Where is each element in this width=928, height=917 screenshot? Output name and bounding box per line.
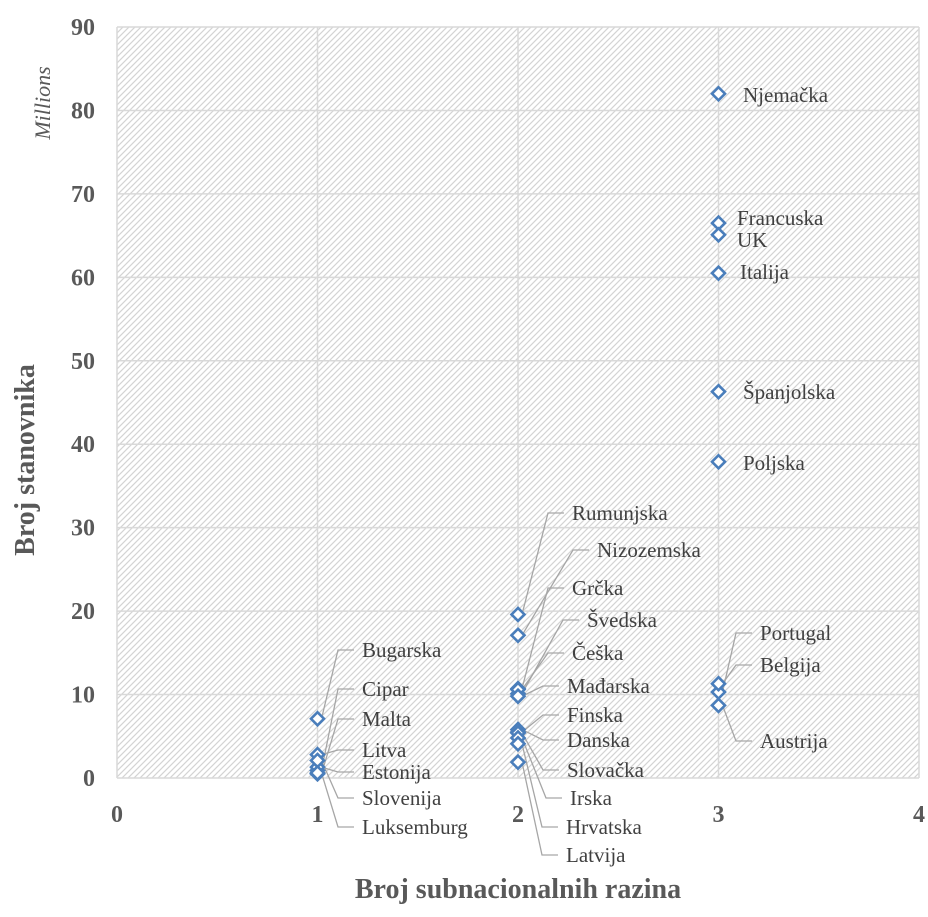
leader-line: [320, 688, 354, 771]
point-label: Rumunjska: [572, 501, 668, 525]
y-tick-label: 80: [71, 98, 95, 124]
y-tick-label: 20: [71, 599, 95, 625]
y-tick-labels: 0 10 20 30 40 50 60 70 80 90: [71, 15, 95, 792]
point-label: Estonija: [362, 760, 432, 784]
data-point: [509, 687, 527, 705]
point-label: Cipar: [362, 677, 409, 701]
y-tick-label: 40: [71, 432, 95, 458]
point-label: Poljska: [743, 451, 806, 475]
point-label: Portugal: [760, 621, 831, 645]
point-label: Litva: [362, 738, 407, 762]
leader-line: [521, 652, 564, 690]
leader-line: [320, 718, 354, 775]
data-point: [710, 226, 727, 244]
point-label: Austrija: [760, 729, 828, 753]
y-tick-label: 60: [71, 265, 95, 291]
x-axis-title: Broj subnacionalnih razina: [355, 874, 681, 905]
x-tick-label: 0: [111, 802, 123, 828]
leader-line: [721, 632, 752, 693]
leader-line: [721, 664, 752, 685]
x-tick-label: 3: [713, 802, 725, 828]
leader-line: [521, 587, 564, 689]
leader-line: [320, 772, 354, 828]
leader-line: [721, 705, 752, 742]
leader-line: [320, 760, 354, 799]
data-point: [710, 675, 727, 693]
data-point: [509, 626, 527, 644]
point-label: Irska: [570, 786, 613, 810]
point-label: Češka: [572, 641, 624, 665]
x-tick-label: 4: [913, 802, 925, 828]
point-label: Finska: [567, 703, 624, 727]
leader-line: [521, 729, 559, 741]
point-label: Grčka: [572, 576, 624, 600]
data-point: [710, 85, 727, 103]
leader-line: [321, 766, 354, 773]
y-tick-label: 90: [71, 15, 95, 41]
data-point: [509, 606, 527, 623]
leader-line: [521, 743, 558, 828]
leader-line: [521, 619, 579, 695]
data-point: [710, 264, 727, 282]
point-label: Nizozemska: [597, 538, 701, 562]
leader-line: [521, 685, 559, 697]
point-label: Slovačka: [567, 758, 645, 782]
leader-line: [521, 732, 559, 771]
leader-lines: [320, 512, 752, 856]
point-label: Hrvatska: [566, 815, 642, 839]
y-tick-label: 30: [71, 516, 95, 542]
data-point: [710, 383, 727, 400]
point-label: Danska: [567, 728, 631, 752]
data-point: [509, 753, 527, 771]
x-tick-labels: 0 1 2 3 4: [111, 802, 925, 828]
point-label: Španjolska: [743, 380, 836, 404]
point-label: Njemačka: [743, 83, 829, 107]
leader-line: [521, 714, 559, 733]
data-point: [309, 764, 326, 782]
y-tick-label: 10: [71, 683, 95, 709]
y-axis-title: Broj stanovnika: [10, 364, 41, 556]
x-tick-label: 1: [312, 802, 324, 828]
point-label: Mađarska: [567, 674, 650, 698]
data-point: [509, 735, 527, 753]
point-label: Slovenija: [362, 786, 442, 810]
point-label: Malta: [362, 707, 412, 731]
leader-line: [521, 737, 562, 799]
y-tick-label: 0: [83, 766, 95, 792]
leader-line: [320, 649, 354, 719]
data-point: [710, 697, 727, 714]
y-tick-label: 50: [71, 349, 95, 375]
point-label: Švedska: [587, 608, 658, 632]
leader-line: [521, 762, 558, 856]
y-axis-units: Millions: [30, 66, 55, 140]
x-tick-label: 2: [512, 802, 524, 828]
point-labels: Bugarska Cipar Malta LitvaEstonijaSlovenija…: [362, 83, 836, 867]
gridlines: [116, 26, 920, 779]
y-tick-label: 70: [71, 182, 95, 208]
leader-line: [521, 549, 589, 636]
point-label: Belgija: [760, 653, 821, 677]
data-point: [309, 710, 326, 728]
point-label: Latvija: [566, 843, 626, 867]
leader-line: [321, 749, 354, 756]
point-label: Luksemburg: [362, 815, 468, 839]
leader-line: [521, 512, 564, 615]
data-points: [309, 85, 727, 783]
point-label: Francuska: [737, 206, 824, 230]
data-point: [710, 453, 727, 471]
point-label: Bugarska: [362, 638, 442, 662]
point-label: Italija: [740, 260, 790, 284]
point-label: UK: [737, 228, 767, 252]
